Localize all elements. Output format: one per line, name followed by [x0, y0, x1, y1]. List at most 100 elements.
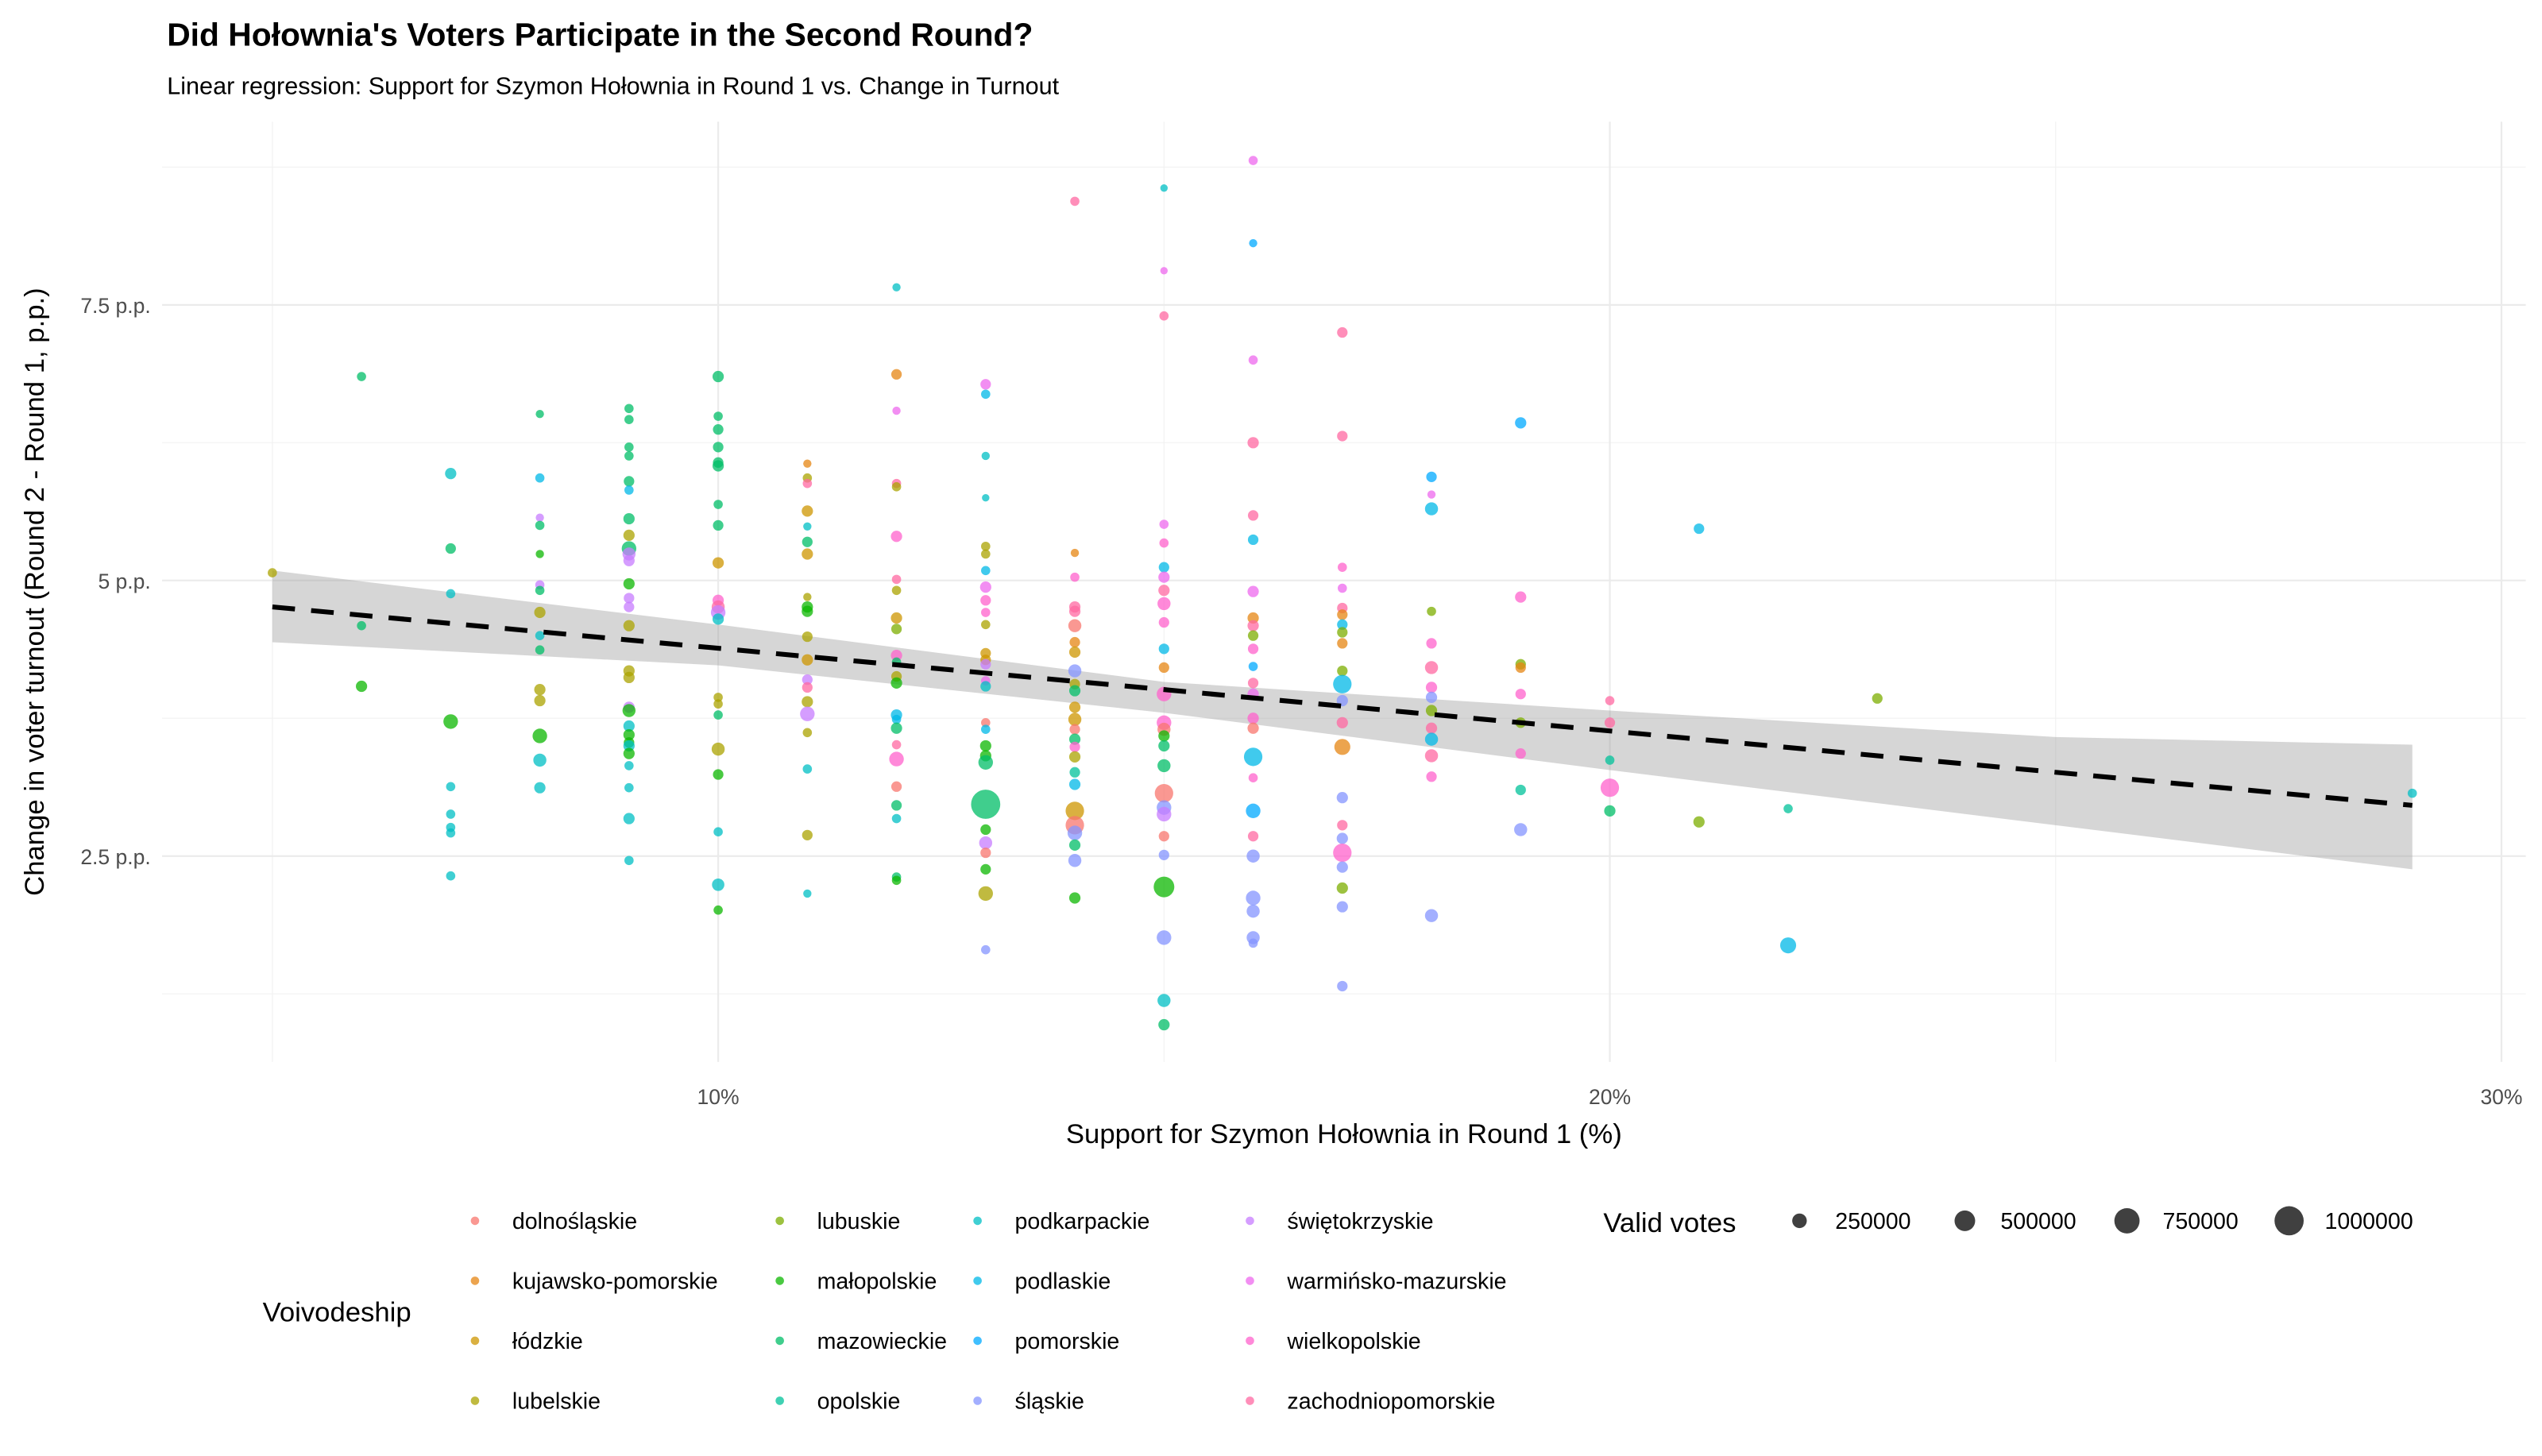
legend-label: podkarpackie	[1015, 1209, 1150, 1234]
data-point	[980, 847, 991, 859]
data-point	[802, 654, 813, 666]
data-point	[713, 411, 723, 421]
data-point	[1333, 674, 1352, 693]
data-point	[1158, 662, 1169, 674]
legend-swatch	[1246, 1336, 1254, 1346]
data-point	[1515, 784, 1526, 796]
data-point	[1248, 156, 1258, 165]
data-point	[1694, 523, 1705, 535]
data-point	[1069, 636, 1080, 648]
data-point	[1334, 739, 1350, 755]
y-axis-ticks: 2.5 p.p. 5 p.p. 7.5 p.p.	[80, 294, 150, 869]
legend-label: wielkopolskie	[1286, 1329, 1420, 1354]
x-tick-label: 10%	[697, 1085, 740, 1109]
data-point	[713, 424, 724, 435]
data-point	[802, 631, 813, 643]
data-point	[1065, 801, 1084, 821]
data-point	[1425, 682, 1438, 693]
data-point	[1159, 519, 1169, 529]
data-point	[1069, 767, 1080, 778]
data-point	[1337, 820, 1348, 831]
data-point	[891, 740, 902, 750]
data-point	[624, 415, 634, 424]
data-point	[1515, 417, 1527, 429]
data-point	[1337, 326, 1348, 338]
data-point	[1337, 638, 1348, 649]
data-point	[800, 706, 815, 721]
data-point	[1424, 661, 1439, 674]
data-point	[1247, 831, 1259, 842]
data-point	[979, 836, 993, 850]
data-point	[1427, 490, 1436, 499]
data-point	[1158, 616, 1169, 628]
data-point	[535, 473, 545, 483]
data-point	[981, 566, 991, 576]
data-point	[1158, 562, 1169, 573]
data-point	[981, 389, 991, 400]
legend-swatch	[470, 1336, 480, 1346]
legend-swatch	[470, 1396, 480, 1405]
data-point	[981, 944, 991, 955]
y-tick-label: 7.5 p.p.	[80, 294, 150, 318]
data-point	[535, 645, 545, 655]
data-point	[980, 658, 991, 670]
data-point	[1153, 876, 1175, 898]
data-point	[1069, 724, 1080, 735]
data-point	[1693, 816, 1705, 828]
data-point	[891, 714, 902, 724]
data-point	[1426, 638, 1437, 649]
data-point	[802, 674, 813, 686]
data-point	[357, 372, 366, 381]
data-point	[1070, 572, 1080, 582]
data-point	[446, 809, 456, 819]
legend-swatch	[470, 1276, 480, 1285]
data-point	[981, 549, 991, 559]
data-point	[803, 459, 812, 468]
data-point	[891, 574, 902, 585]
data-point	[981, 608, 991, 617]
data-point	[1068, 605, 1081, 617]
data-point	[981, 620, 991, 630]
data-point	[1247, 620, 1259, 631]
regression-dashed-line	[272, 604, 2413, 808]
data-point	[1068, 664, 1082, 678]
legend-label: świętokrzyskie	[1287, 1209, 1433, 1234]
data-point	[713, 827, 723, 837]
size-legend-label: 500000	[2000, 1209, 2076, 1234]
data-point	[713, 519, 724, 531]
data-point	[1247, 722, 1259, 734]
legend-label: opolskie	[817, 1389, 901, 1415]
legend-swatch	[775, 1216, 784, 1226]
data-point	[1779, 937, 1797, 954]
legend-label: kujawsko-pomorskie	[512, 1269, 718, 1295]
data-point	[1336, 901, 1348, 913]
data-point	[535, 513, 544, 522]
data-point	[1246, 849, 1260, 863]
data-point	[445, 543, 456, 554]
legend-label: lubelskie	[512, 1389, 601, 1415]
data-point	[803, 593, 812, 601]
data-point	[1157, 994, 1171, 1007]
data-point	[1336, 792, 1348, 804]
data-point	[802, 505, 813, 517]
data-point	[890, 612, 902, 624]
data-point	[623, 728, 635, 741]
data-point	[1159, 538, 1169, 548]
data-point	[624, 782, 634, 793]
data-point	[1159, 311, 1169, 321]
data-point	[1068, 701, 1081, 713]
data-point	[803, 522, 812, 531]
data-point	[891, 875, 902, 886]
legend-label: łódzkie	[512, 1329, 583, 1354]
data-point	[890, 722, 902, 734]
data-point	[1424, 502, 1439, 516]
data-point	[534, 694, 546, 707]
data-point	[891, 482, 902, 492]
data-point	[446, 589, 456, 599]
data-point	[979, 581, 991, 593]
data-point	[1247, 630, 1259, 641]
data-point	[1600, 778, 1620, 798]
data-point	[1604, 717, 1616, 728]
legend-label: śląskie	[1015, 1389, 1084, 1415]
data-point	[890, 800, 902, 811]
